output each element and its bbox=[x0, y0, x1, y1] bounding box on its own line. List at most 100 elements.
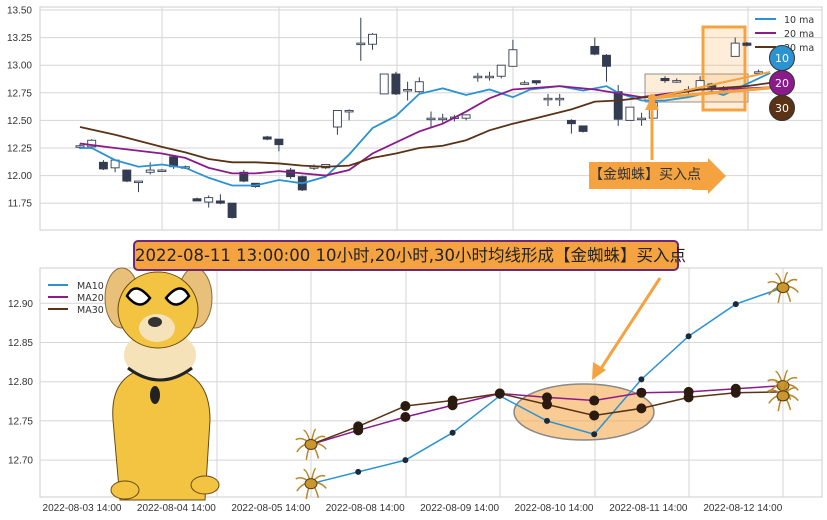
candle bbox=[391, 73, 401, 95]
candle bbox=[87, 139, 97, 148]
candle bbox=[660, 77, 670, 82]
buy-point-label: 【金蜘蛛】买入点 bbox=[589, 162, 701, 189]
candle bbox=[672, 80, 682, 83]
candle bbox=[426, 117, 436, 121]
candle bbox=[485, 75, 494, 79]
dog-paw bbox=[190, 475, 220, 495]
candle bbox=[520, 82, 530, 85]
ma-badge-label: 20 bbox=[775, 77, 789, 90]
dog-muzzle bbox=[139, 314, 175, 342]
spider-icon bbox=[295, 428, 327, 460]
spider-dog-illustration bbox=[104, 267, 220, 501]
candle bbox=[754, 71, 764, 74]
candlestick-chart: 13.50 13.25 13.00 12.75 12.50 12.25 12.00 11.75… bbox=[7, 6, 823, 231]
candle bbox=[496, 64, 506, 77]
candle bbox=[157, 169, 167, 172]
data-point-MA10 bbox=[355, 468, 362, 475]
spider-body bbox=[776, 390, 790, 402]
candle bbox=[145, 169, 155, 173]
ma-badge-label: 10 bbox=[775, 52, 789, 65]
candle bbox=[602, 54, 611, 67]
mask-eye-right bbox=[164, 287, 191, 306]
candle bbox=[508, 49, 518, 67]
connector-line bbox=[651, 86, 771, 100]
x-tick-label: 2022-08-03 14:00 bbox=[43, 503, 122, 514]
y-tick-label: 12.85 bbox=[8, 338, 33, 349]
x-tick-label: 2022-08-09 14:00 bbox=[420, 503, 499, 514]
data-point-MA30 bbox=[730, 387, 741, 398]
dog-nose bbox=[148, 317, 162, 327]
candle bbox=[473, 75, 483, 79]
golden-spider-banner: 2022-08-11 13:00:00 10小时,20小时,30小时均线形成【金… bbox=[133, 240, 686, 271]
legend-label: MA30 bbox=[77, 305, 104, 316]
candle bbox=[274, 138, 284, 146]
candle bbox=[262, 136, 272, 140]
arrow-up-icon bbox=[645, 96, 659, 110]
x-tick-label: 2022-08-05 14:00 bbox=[231, 503, 310, 514]
arrow-right-icon bbox=[692, 158, 726, 194]
spider-body bbox=[304, 478, 318, 490]
candle bbox=[438, 117, 448, 121]
candle bbox=[590, 45, 600, 55]
data-point-MA10 bbox=[544, 417, 550, 424]
candle bbox=[531, 80, 541, 84]
spider-emblem-icon bbox=[150, 386, 160, 404]
spider-body bbox=[304, 438, 318, 450]
candle bbox=[555, 97, 565, 101]
mask-eye-left bbox=[125, 287, 152, 306]
candle bbox=[578, 125, 588, 132]
y-tick-label: 13.00 bbox=[7, 61, 32, 72]
y-tick-label: 12.25 bbox=[7, 143, 32, 154]
highlight-box bbox=[701, 25, 747, 112]
candle bbox=[122, 169, 132, 182]
x-tick-label: 2022-08-08 14:00 bbox=[326, 503, 405, 514]
spider-icon bbox=[767, 271, 799, 304]
y-tick-label: 11.75 bbox=[8, 199, 33, 210]
legend-label: MA10 bbox=[77, 281, 104, 292]
candle bbox=[625, 106, 635, 121]
candle bbox=[461, 114, 471, 119]
y-tick-label: 13.25 bbox=[7, 33, 32, 44]
x-tick-label: 2022-08-11 14:00 bbox=[609, 503, 688, 514]
data-point-MA10 bbox=[402, 457, 409, 464]
data-point-MA30 bbox=[683, 392, 694, 403]
ma-line-30-ma bbox=[79, 81, 771, 168]
y-tick-label: 12.75 bbox=[7, 88, 32, 99]
candle bbox=[403, 89, 413, 92]
candle bbox=[134, 180, 143, 184]
candle bbox=[742, 42, 752, 46]
candle bbox=[344, 109, 354, 113]
connector-line bbox=[651, 71, 771, 99]
ma-badge bbox=[769, 95, 795, 121]
candle bbox=[368, 33, 377, 45]
candle bbox=[204, 197, 214, 203]
candle bbox=[239, 171, 249, 182]
data-point-MA10 bbox=[591, 431, 598, 438]
data-point-MA20 bbox=[400, 412, 411, 423]
spider-icon bbox=[767, 379, 799, 412]
spider-icon bbox=[295, 467, 327, 500]
spider-body bbox=[776, 282, 790, 294]
data-point-MA10 bbox=[638, 376, 645, 383]
dog-paw bbox=[110, 480, 140, 500]
ma-badge-label: 30 bbox=[775, 102, 789, 115]
x-tick-label: 2022-08-04 14:00 bbox=[137, 503, 216, 514]
y-tick-label: 12.75 bbox=[8, 416, 33, 427]
arrow-shaft bbox=[598, 277, 662, 371]
data-point-MA30 bbox=[400, 401, 411, 412]
arrow-down-icon bbox=[592, 362, 606, 380]
candle bbox=[730, 42, 740, 57]
candle bbox=[543, 97, 553, 101]
legend-label: 10 ma bbox=[784, 15, 814, 26]
candle bbox=[192, 198, 202, 202]
data-point-MA30 bbox=[636, 403, 647, 414]
data-point-MA20 bbox=[542, 392, 552, 403]
data-point-MA30 bbox=[353, 421, 364, 432]
data-point-MA30 bbox=[494, 388, 505, 399]
candle bbox=[227, 202, 237, 218]
data-point-MA30 bbox=[447, 395, 458, 406]
candle bbox=[379, 73, 389, 95]
legend-label: MA20 bbox=[77, 293, 104, 304]
data-point-MA20 bbox=[589, 395, 600, 406]
